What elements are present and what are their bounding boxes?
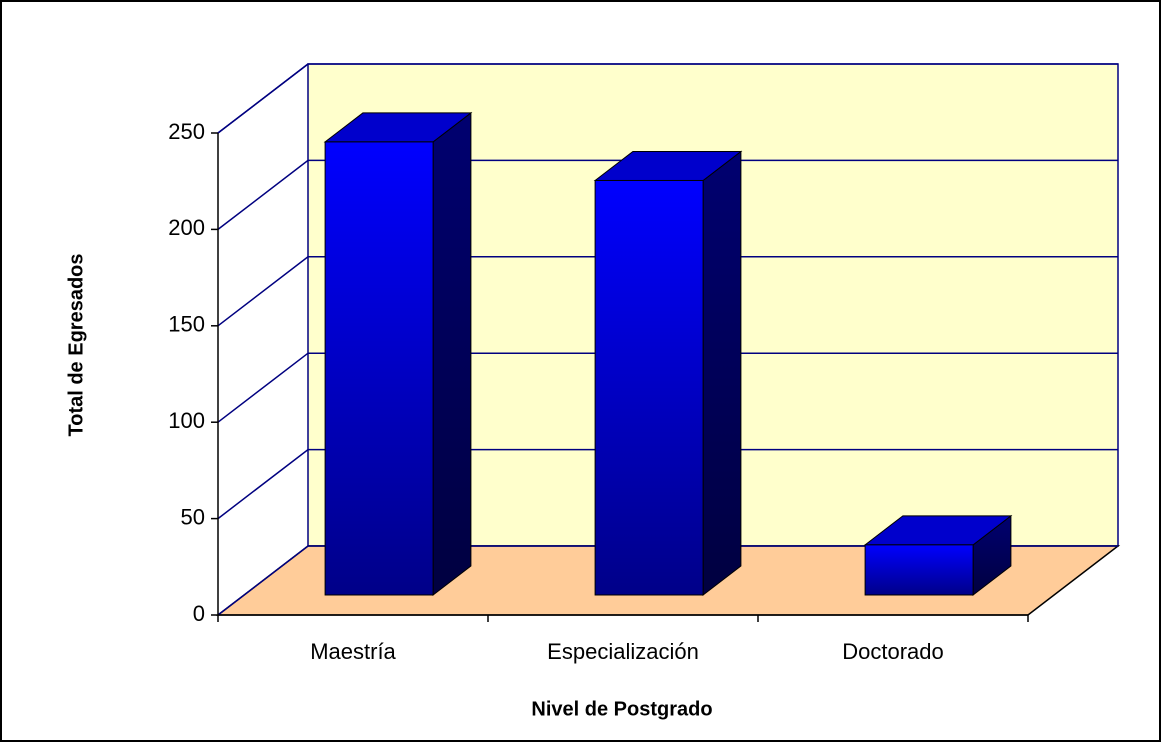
x-tick-label: Maestría xyxy=(310,639,396,664)
bar-side xyxy=(432,111,472,597)
y-tick-label: 100 xyxy=(168,408,205,433)
x-axis-title: Nivel de Postgrado xyxy=(531,698,712,720)
bar-side xyxy=(702,150,742,597)
y-tick-label: 250 xyxy=(168,119,205,144)
bar xyxy=(324,141,434,596)
bar xyxy=(594,179,704,596)
x-tick-label: Especialización xyxy=(547,639,699,664)
grid-line xyxy=(217,159,1118,230)
x-tick-label: Doctorado xyxy=(842,639,944,664)
grid-line xyxy=(217,448,1118,520)
grid-line xyxy=(217,545,1118,616)
y-tick-label: 0 xyxy=(193,601,205,626)
grid-line xyxy=(217,63,1118,134)
grid-line xyxy=(217,352,1118,423)
bar xyxy=(864,544,974,596)
y-axis-title: Total de Egresados xyxy=(65,253,87,436)
grid-line xyxy=(217,256,1118,327)
y-tick-label: 200 xyxy=(168,215,205,240)
y-tick-label: 150 xyxy=(168,312,205,337)
y-tick-label: 50 xyxy=(181,504,205,529)
